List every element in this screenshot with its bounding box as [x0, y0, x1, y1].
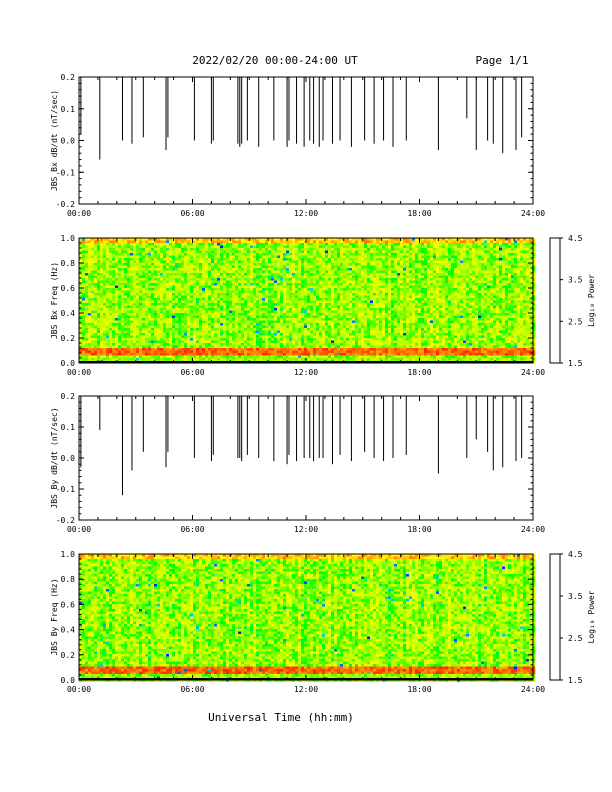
spectrogram-y-x-tick-label: 24:00	[521, 685, 545, 694]
dbdt-x-x-tick-label: 00:00	[67, 209, 91, 218]
spectrogram-y-y-tick-label: 1.0	[61, 550, 76, 559]
spectrogram-y-y-tick-label: 0.8	[61, 575, 76, 584]
spectrogram-y-y-tick-label: 0.2	[61, 651, 76, 660]
dbdt-y-y-tick-label: -0.2	[56, 516, 75, 525]
spectrogram-y-x-tick-label: 18:00	[407, 685, 431, 694]
spectrogram-y-cells	[79, 554, 536, 682]
dbdt-x-x-tick-label: 12:00	[294, 209, 318, 218]
spectrogram-x-y-tick-label: 0.0	[61, 359, 76, 368]
spectrogram-y-y-tick-label: 0.4	[61, 626, 76, 635]
spectrogram-x-x-tick-label: 00:00	[67, 368, 91, 377]
spectrogram-x-y-tick-label: 0.2	[61, 334, 76, 343]
dbdt-y-y-tick-label: 0.1	[61, 423, 76, 432]
dbdt-y-x-tick-label: 00:00	[67, 525, 91, 534]
dbdt-x-y-axis-title: JBS Bx dB/dt (nT/sec)	[50, 90, 59, 191]
spectrogram-y-colorbar-tick-label: 1.5	[568, 676, 583, 685]
dbdt-y-x-tick-label: 12:00	[294, 525, 318, 534]
spectrogram-x-colorbar: 4.5 3.5 2.5 1.5 Log₁₀ Power	[549, 234, 596, 368]
spectrogram-y-panel: 00:00 06:00 12:00 18:00 24:00 1.0 0.8 0.6 0.4 0.2…	[50, 550, 545, 694]
spectrogram-y-colorbar-tick-label: 4.5	[568, 550, 583, 559]
spectrogram-y-colorbar-tick-label: 2.5	[568, 634, 583, 643]
spectrogram-x-panel: 00:00 06:00 12:00 18:00 24:00 1.0 0.8 0.6 0.4 0.2…	[50, 234, 545, 377]
dbdt-x-y-tick-label: 0.1	[61, 105, 76, 114]
dbdt-x-panel: 00:00 06:00 12:00 18:00 24:00 0.2 0.1 0.0 -0.1 -0…	[50, 73, 545, 218]
dbdt-x-x-tick-label: 06:00	[180, 209, 204, 218]
spectrogram-y-x-tick-label: 00:00	[67, 685, 91, 694]
dbdt-y-x-tick-label: 06:00	[180, 525, 204, 534]
spectrogram-y-colorbar: 4.5 3.5 2.5 1.5 Log₁₀ Power	[549, 550, 596, 685]
spectrogram-x-cells	[79, 238, 536, 364]
dbdt-y-plot-frame	[78, 395, 534, 521]
x-axis-title: Universal Time (hh:mm)	[208, 711, 354, 724]
dbdt-y-panel: 00:00 06:00 12:00 18:00 24:00 0.2 0.1 0.0 -0.1 -0…	[50, 392, 545, 534]
spectrogram-x-x-tick-label: 18:00	[407, 368, 431, 377]
dbdt-x-plot-frame	[78, 76, 534, 205]
spectrogram-y-x-tick-label: 12:00	[294, 685, 318, 694]
dbdt-y-y-tick-label: -0.1	[56, 485, 75, 494]
spectrogram-x-colorbar-label: Log₁₀ Power	[587, 274, 596, 327]
dbdt-y-y-tick-label: 0.2	[61, 392, 76, 401]
spectrogram-x-y-axis-title: JBS Bx Freq (Hz)	[50, 262, 59, 339]
spectrogram-y-y-axis-title: JBS By Freq (Hz)	[50, 578, 59, 655]
spectrogram-x-y-tick-label: 0.8	[61, 259, 76, 268]
dbdt-x-y-tick-label: 0.0	[61, 137, 76, 146]
dbdt-y-x-tick-label: 18:00	[407, 525, 431, 534]
spectrogram-x-colorbar-tick-label: 2.5	[568, 317, 583, 326]
spectrogram-y-x-tick-label: 06:00	[180, 685, 204, 694]
spectrogram-y-colorbar-scale	[549, 553, 561, 681]
spectrogram-x-y-tick-label: 0.6	[61, 284, 76, 293]
spectrogram-x-colorbar-tick-label: 1.5	[568, 359, 583, 368]
figure-title: 2022/02/20 00:00-24:00 UT	[192, 54, 358, 67]
spectrogram-x-y-tick-label: 1.0	[61, 234, 76, 243]
dbdt-x-x-tick-label: 24:00	[521, 209, 545, 218]
spectrogram-y-y-tick-label: 0.0	[61, 676, 76, 685]
dbdt-x-y-tick-label: -0.1	[56, 168, 75, 177]
spectrogram-y-colorbar-tick-label: 3.5	[568, 592, 583, 601]
spectrogram-x-x-tick-label: 24:00	[521, 368, 545, 377]
dbdt-x-y-tick-label: -0.2	[56, 200, 75, 209]
dbdt-y-y-axis-title: JBS By dB/dt (nT/sec)	[50, 407, 59, 508]
dbdt-y-y-tick-label: 0.0	[61, 454, 76, 463]
spectrogram-x-colorbar-scale	[549, 237, 561, 364]
spectrogram-x-x-tick-label: 12:00	[294, 368, 318, 377]
spectrogram-x-colorbar-tick-label: 4.5	[568, 234, 583, 243]
page-indicator: Page 1/1	[476, 54, 529, 67]
spectrogram-x-x-tick-label: 06:00	[180, 368, 204, 377]
dbdt-x-x-tick-label: 18:00	[407, 209, 431, 218]
panels: 00:00 06:00 12:00 18:00 24:00 0.2 0.1 0.0 -0.1 -0…	[50, 73, 596, 694]
dbdt-y-x-tick-label: 24:00	[521, 525, 545, 534]
spectrogram-y-colorbar-label: Log₁₀ Power	[587, 590, 596, 643]
spectrogram-y-y-tick-label: 0.6	[61, 600, 76, 609]
dbdt-x-y-tick-label: 0.2	[61, 73, 76, 82]
spectrogram-x-y-tick-label: 0.4	[61, 309, 76, 318]
spectrogram-x-colorbar-tick-label: 3.5	[568, 276, 583, 285]
